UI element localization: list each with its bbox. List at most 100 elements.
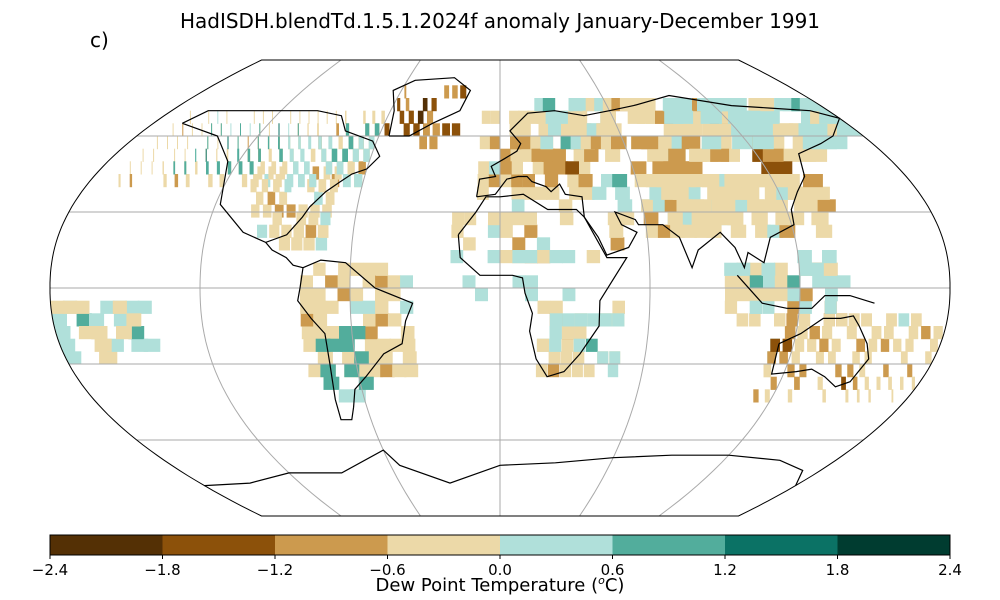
- anomaly-cell: [645, 224, 661, 238]
- anomaly-cell: [462, 275, 476, 289]
- anomaly-cell: [363, 110, 366, 124]
- anomaly-cell: [378, 351, 393, 365]
- anomaly-cell: [211, 123, 213, 137]
- anomaly-cell: [810, 186, 830, 200]
- anomaly-cell: [301, 326, 317, 340]
- anomaly-cell: [861, 313, 872, 327]
- anomaly-cell: [688, 199, 705, 213]
- anomaly-cell: [279, 148, 283, 162]
- anomaly-cell: [749, 300, 762, 314]
- anomaly-cell: [216, 148, 218, 162]
- anomaly-cell: [300, 300, 314, 314]
- anomaly-cell: [288, 136, 291, 150]
- anomaly-cell: [750, 288, 763, 302]
- anomaly-cell: [112, 300, 127, 314]
- anomaly-cell: [703, 212, 720, 226]
- anomaly-cell: [336, 161, 344, 175]
- anomaly-cell: [300, 288, 314, 302]
- anomaly-cell: [113, 313, 129, 327]
- anomaly-cell: [615, 186, 630, 200]
- anomaly-cell: [846, 326, 857, 340]
- coast-central-america: [265, 242, 304, 269]
- anomaly-cell: [500, 161, 512, 175]
- anomaly-cell: [293, 224, 304, 238]
- anomaly-cell: [549, 313, 563, 327]
- anomaly-cell: [269, 224, 280, 238]
- anomaly-cell: [163, 174, 167, 188]
- anomaly-cell: [547, 364, 560, 378]
- anomaly-cell: [534, 98, 547, 112]
- anomaly-cell: [387, 313, 402, 327]
- anomaly-cell: [791, 351, 800, 365]
- anomaly-cell: [612, 174, 628, 188]
- anomaly-cell: [787, 300, 800, 314]
- anomaly-cell: [580, 186, 595, 200]
- anomaly-cell: [142, 148, 144, 162]
- colorbar-tick-label: −1.8: [144, 561, 181, 579]
- anomaly-cell: [328, 136, 333, 150]
- anomaly-cell: [749, 313, 761, 327]
- anomaly-cell: [752, 136, 774, 150]
- colorbar-tick-label: 0.6: [600, 561, 625, 579]
- anomaly-cell: [724, 275, 738, 289]
- anomaly-cell: [812, 275, 826, 289]
- anomaly-cell: [749, 262, 763, 276]
- anomaly-cell: [900, 351, 908, 365]
- anomaly-cell: [237, 148, 240, 162]
- anomaly-cell: [481, 110, 491, 124]
- anomaly-cell: [798, 262, 813, 276]
- anomaly-cell: [822, 389, 826, 403]
- anomaly-cell: [75, 300, 90, 314]
- anomaly-cell: [366, 351, 381, 365]
- anomaly-cell: [387, 275, 401, 289]
- anomaly-cell: [884, 326, 894, 340]
- anomaly-cell: [335, 110, 337, 124]
- anomaly-cell: [451, 123, 461, 137]
- anomaly-cell: [303, 237, 315, 251]
- anomaly-cell: [339, 326, 354, 340]
- anomaly-cell: [153, 148, 155, 162]
- anomaly-cell: [362, 300, 376, 314]
- anomaly-cell: [54, 326, 71, 340]
- anomaly-cell: [405, 98, 410, 112]
- anomaly-cell: [764, 389, 770, 403]
- anomaly-cell: [694, 224, 710, 238]
- anomaly-cell: [724, 300, 738, 314]
- anomaly-cell: [173, 161, 176, 175]
- anomaly-cell: [737, 288, 751, 302]
- anomaly-cell: [323, 376, 340, 390]
- anomaly-cell: [824, 275, 838, 289]
- anomaly-cell: [852, 376, 858, 390]
- anomaly-cell: [226, 148, 229, 162]
- anomaly-cell: [868, 338, 878, 352]
- anomaly-cell: [509, 110, 520, 124]
- anomaly-cell: [348, 136, 354, 150]
- anomaly-cell: [308, 212, 319, 226]
- anomaly-cell: [536, 338, 550, 352]
- anomaly-cell: [129, 174, 133, 188]
- anomaly-cell: [375, 288, 389, 302]
- anomaly-cell: [375, 262, 389, 276]
- anomaly-cell: [536, 237, 551, 251]
- anomaly-cell: [219, 174, 225, 188]
- anomaly-cell: [374, 123, 380, 137]
- anomaly-cell: [247, 136, 249, 150]
- anomaly-cell: [605, 148, 621, 162]
- anomaly-cell: [91, 326, 108, 340]
- anomaly-cell: [538, 123, 551, 137]
- anomaly-cell: [487, 224, 501, 238]
- anomaly-cell: [300, 275, 313, 289]
- anomaly-cell: [804, 148, 828, 162]
- anomaly-cell: [251, 204, 260, 218]
- anomaly-cell: [643, 212, 659, 226]
- anomaly-cell: [549, 250, 563, 264]
- anomaly-cell: [207, 136, 209, 150]
- coastlines: [182, 77, 875, 487]
- anomaly-cell: [350, 300, 364, 314]
- anomaly-cell: [249, 161, 254, 175]
- anomaly-cell: [549, 326, 562, 340]
- anomaly-cell: [310, 204, 320, 218]
- anomaly-cell: [786, 313, 798, 327]
- anomaly-cell: [921, 326, 931, 340]
- anomaly-cell: [888, 376, 892, 390]
